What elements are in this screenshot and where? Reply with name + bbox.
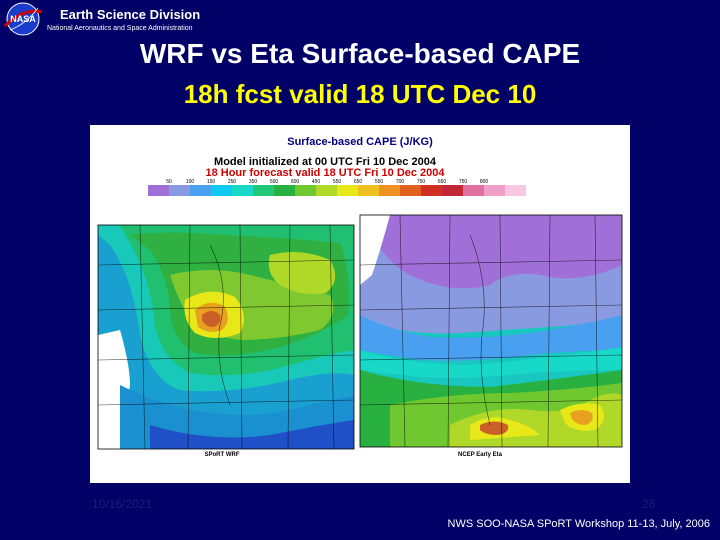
wrf-panel-label: SPoRT WRF xyxy=(205,452,240,458)
scale-label: 250 xyxy=(228,179,237,185)
scale-label: 650 xyxy=(354,179,363,185)
slide-subtitle: 18h fcst valid 18 UTC Dec 10 xyxy=(183,79,537,109)
workshop-footer: NWS SOO-NASA SPoRT Workshop 11-13, July,… xyxy=(447,518,710,530)
page-number: 26 xyxy=(642,497,656,511)
scale-label: 750 xyxy=(459,179,468,185)
scale-label: 50 xyxy=(166,179,172,185)
scale-label: 450 xyxy=(312,179,321,185)
scale-label: 600 xyxy=(291,179,300,185)
eta-map xyxy=(360,215,622,447)
cape-figure: Surface-based CAPE (J/KG) Model initiali… xyxy=(90,125,630,483)
cape-figure-svg: Surface-based CAPE (J/KG) Model initiali… xyxy=(97,136,623,458)
figure-heading: Surface-based CAPE (J/KG) xyxy=(287,136,433,148)
scale-label: 150 xyxy=(207,179,216,185)
scale-label: 100 xyxy=(186,179,195,185)
scale-labels: 50 100 150 250 350 500 600 450 550 650 550 700 750 65… xyxy=(166,179,488,185)
figure-init-line: Model initialized at 00 UTC Fri 10 Dec 2… xyxy=(214,156,437,168)
color-scale xyxy=(148,185,526,196)
nasa-logo-text: NASA xyxy=(10,14,36,24)
org-title: Earth Science Division xyxy=(60,7,201,22)
scale-label: 800 xyxy=(480,179,489,185)
wrf-map xyxy=(98,225,354,449)
org-subtitle: National Aeronautics and Space Administr… xyxy=(47,25,193,32)
scale-label: 350 xyxy=(249,179,258,185)
scale-label: 550 xyxy=(375,179,384,185)
scale-label: 500 xyxy=(270,179,279,185)
scale-label: 650 xyxy=(438,179,447,185)
eta-panel-label: NCEP Early Eta xyxy=(458,452,503,458)
nasa-logo: NASA xyxy=(3,2,43,36)
scale-label: 700 xyxy=(396,179,405,185)
scale-label: 750 xyxy=(417,179,426,185)
footer-date: 10/16/2021 xyxy=(92,497,153,511)
figure-valid-line: 18 Hour forecast valid 18 UTC Fri 10 Dec… xyxy=(205,167,445,179)
slide-title: WRF vs Eta Surface-based CAPE xyxy=(139,38,581,69)
scale-label: 550 xyxy=(333,179,342,185)
